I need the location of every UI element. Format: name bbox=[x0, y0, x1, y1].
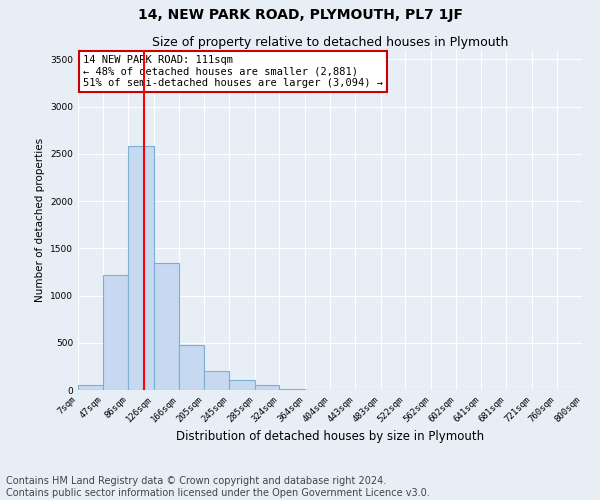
Bar bbox=[229, 380, 254, 390]
X-axis label: Distribution of detached houses by size in Plymouth: Distribution of detached houses by size … bbox=[176, 430, 484, 442]
Text: 14, NEW PARK ROAD, PLYMOUTH, PL7 1JF: 14, NEW PARK ROAD, PLYMOUTH, PL7 1JF bbox=[137, 8, 463, 22]
Y-axis label: Number of detached properties: Number of detached properties bbox=[35, 138, 44, 302]
Text: 14 NEW PARK ROAD: 111sqm
← 48% of detached houses are smaller (2,881)
51% of sem: 14 NEW PARK ROAD: 111sqm ← 48% of detach… bbox=[83, 55, 383, 88]
Bar bbox=[103, 275, 128, 390]
Bar bbox=[204, 371, 229, 390]
Bar bbox=[128, 146, 154, 390]
Bar bbox=[280, 389, 305, 390]
Title: Size of property relative to detached houses in Plymouth: Size of property relative to detached ho… bbox=[152, 36, 508, 49]
Bar bbox=[179, 344, 204, 390]
Text: Contains HM Land Registry data © Crown copyright and database right 2024.
Contai: Contains HM Land Registry data © Crown c… bbox=[6, 476, 430, 498]
Bar bbox=[154, 264, 179, 390]
Bar bbox=[78, 386, 103, 390]
Bar bbox=[254, 386, 280, 390]
